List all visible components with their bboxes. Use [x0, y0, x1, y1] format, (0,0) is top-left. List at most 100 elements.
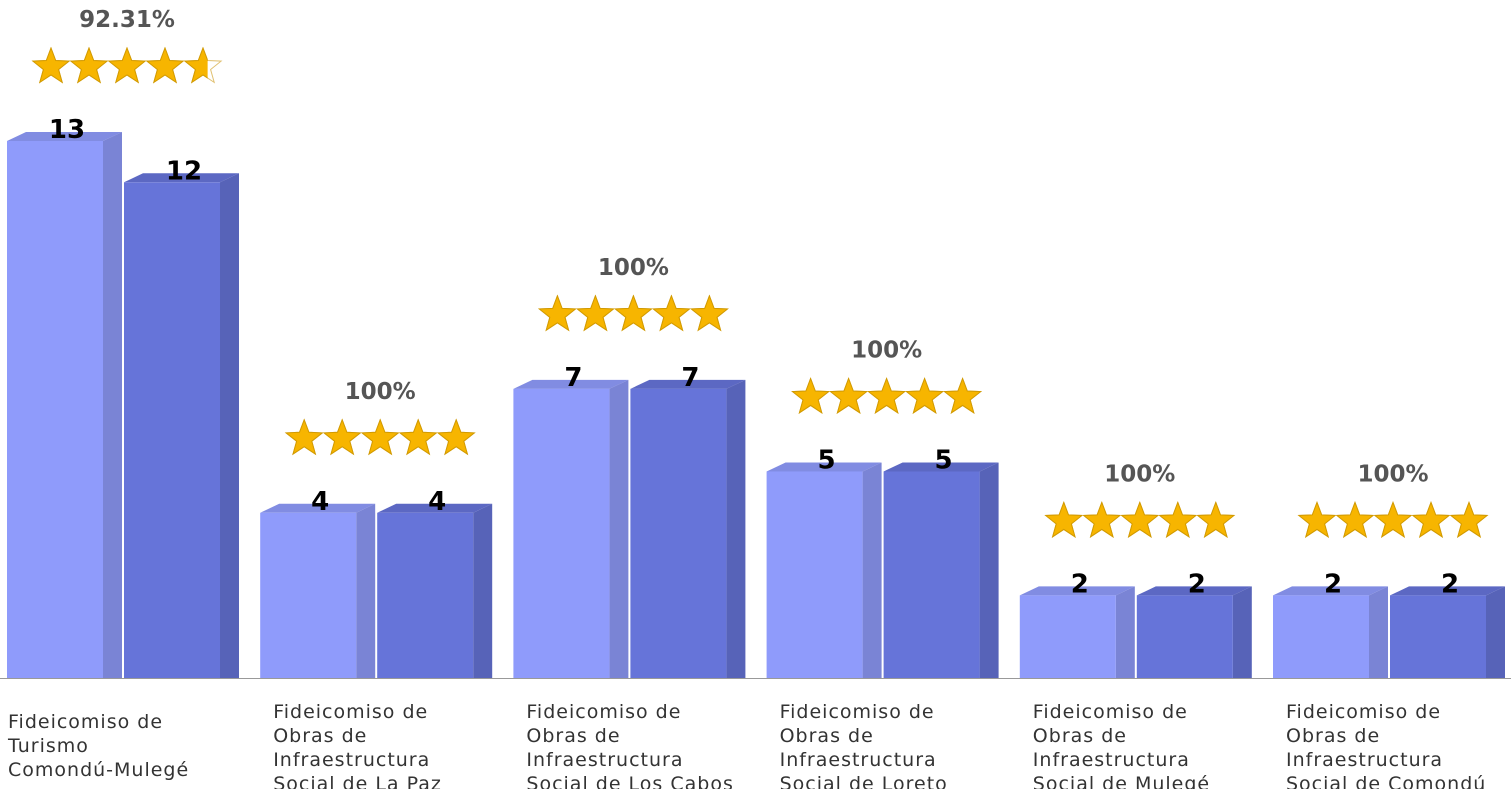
star	[183, 47, 208, 84]
category-label: Turismo	[7, 735, 89, 757]
star	[1196, 501, 1236, 538]
bar-front	[766, 471, 863, 678]
star	[905, 377, 945, 414]
bar-side	[1486, 586, 1505, 678]
value-label: 5	[818, 445, 836, 475]
category-label: Fideicomiso de	[8, 711, 163, 733]
bar	[124, 173, 239, 679]
star	[867, 377, 907, 414]
value-label: 2	[1188, 569, 1206, 599]
bar	[1136, 586, 1252, 678]
star	[1158, 501, 1198, 538]
star	[107, 47, 147, 84]
category-label: Obras de	[526, 725, 620, 747]
bar-front	[260, 512, 357, 678]
star	[360, 418, 400, 456]
category-label: Social de Loreto	[780, 773, 948, 789]
category-label: Comondú-Mulegé	[8, 759, 189, 781]
bar-front	[883, 471, 980, 678]
bar-side	[103, 132, 122, 678]
star	[1373, 501, 1413, 538]
percentage-label: 100%	[345, 379, 416, 405]
category-label: Social de Los Cabos	[526, 773, 733, 789]
bar	[1273, 586, 1388, 678]
value-label: 2	[1324, 569, 1342, 599]
value-label: 2	[1071, 569, 1089, 599]
bar-front	[124, 182, 220, 679]
star	[284, 418, 324, 456]
percentage-label: 92.31%	[79, 7, 175, 33]
bar	[630, 379, 746, 678]
star-rating	[31, 46, 223, 84]
category-label: Social de La Paz	[273, 773, 442, 789]
bar-side	[1115, 586, 1135, 678]
bar	[260, 503, 376, 678]
category-label: Social de Comondú	[1286, 773, 1486, 789]
star	[1120, 501, 1160, 538]
bar-side	[220, 173, 239, 679]
star-rating	[537, 294, 729, 332]
category-label: Fideicomiso de	[273, 701, 428, 723]
category-label: Fideicomiso de	[526, 701, 681, 723]
bar-side	[473, 503, 493, 678]
bar	[883, 462, 999, 678]
category-label: Fideicomiso de	[1033, 701, 1188, 723]
category-label: Social de Mulegé	[1033, 773, 1210, 789]
star	[791, 377, 831, 414]
bar-top	[377, 503, 493, 513]
bar-front	[377, 512, 474, 678]
bar	[1390, 586, 1505, 678]
bar	[1019, 586, 1135, 678]
bar-front	[7, 141, 103, 678]
category-label: Infraestructura	[1286, 749, 1443, 771]
bar-top	[883, 462, 999, 472]
bar-top	[124, 173, 239, 183]
star	[829, 377, 869, 414]
category-label: Obras de	[1033, 725, 1127, 747]
bar-side	[1232, 586, 1252, 678]
value-label: 2	[1441, 569, 1459, 599]
category-label: Fideicomiso de	[780, 701, 935, 723]
star	[1044, 501, 1084, 538]
star-rating	[1297, 500, 1489, 538]
star	[322, 418, 362, 456]
percentage-label: 100%	[598, 255, 669, 281]
category-label: Obras de	[780, 725, 874, 747]
star	[689, 294, 729, 332]
star	[575, 294, 615, 332]
bar	[7, 132, 122, 678]
bar-top	[1273, 586, 1388, 596]
bar-front	[513, 388, 610, 678]
category-label: Obras de	[1286, 725, 1380, 747]
percentage-label: 100%	[1104, 461, 1175, 487]
value-label: 4	[428, 487, 446, 517]
bar	[377, 503, 493, 678]
category-label: Obras de	[273, 725, 367, 747]
star	[651, 294, 691, 332]
bar-side	[1369, 586, 1388, 678]
star	[613, 294, 653, 332]
value-label: 7	[681, 363, 699, 393]
star	[943, 377, 983, 414]
star	[31, 47, 71, 84]
star	[1411, 501, 1451, 538]
bar-top	[630, 379, 746, 389]
star	[398, 418, 438, 456]
bar-front	[630, 388, 727, 678]
bar-front	[1273, 595, 1369, 678]
star	[145, 47, 185, 84]
category-label: Infraestructura	[1033, 749, 1190, 771]
bar-side	[609, 379, 629, 678]
percentage-label: 100%	[851, 337, 922, 363]
bar-side	[979, 462, 999, 678]
value-label: 12	[166, 156, 202, 186]
star	[1297, 501, 1337, 538]
category-label: Infraestructura	[526, 749, 683, 771]
star	[69, 47, 109, 84]
bar-top	[766, 462, 882, 472]
bar	[766, 462, 882, 678]
bar-front	[1019, 595, 1116, 678]
category-label: Fideicomiso de	[1286, 701, 1441, 723]
bar-front	[1136, 595, 1233, 678]
